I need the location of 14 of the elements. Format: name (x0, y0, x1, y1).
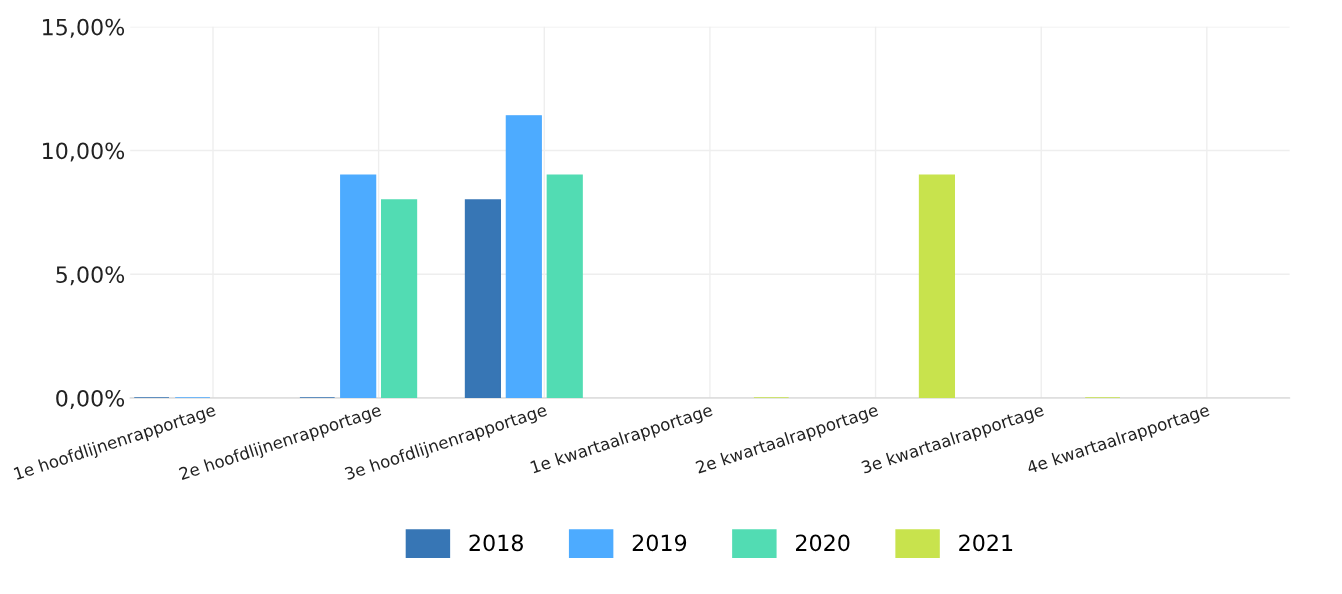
y-tick-label: 5,00% (56, 266, 125, 286)
bar (505, 115, 542, 398)
y-tick-label: 15,00% (43, 18, 125, 38)
legend-label: 2019 (632, 534, 687, 552)
bar (381, 199, 418, 398)
bar (918, 174, 956, 398)
bar (546, 174, 583, 398)
y-tick-label: 10,00% (43, 142, 125, 162)
legend-label: 2020 (795, 534, 850, 552)
y-tick-label: 0,00% (56, 389, 125, 410)
legend-label: 2018 (469, 534, 523, 552)
legend-label: 2021 (959, 534, 1013, 552)
bar (340, 174, 377, 398)
bar (464, 199, 501, 398)
